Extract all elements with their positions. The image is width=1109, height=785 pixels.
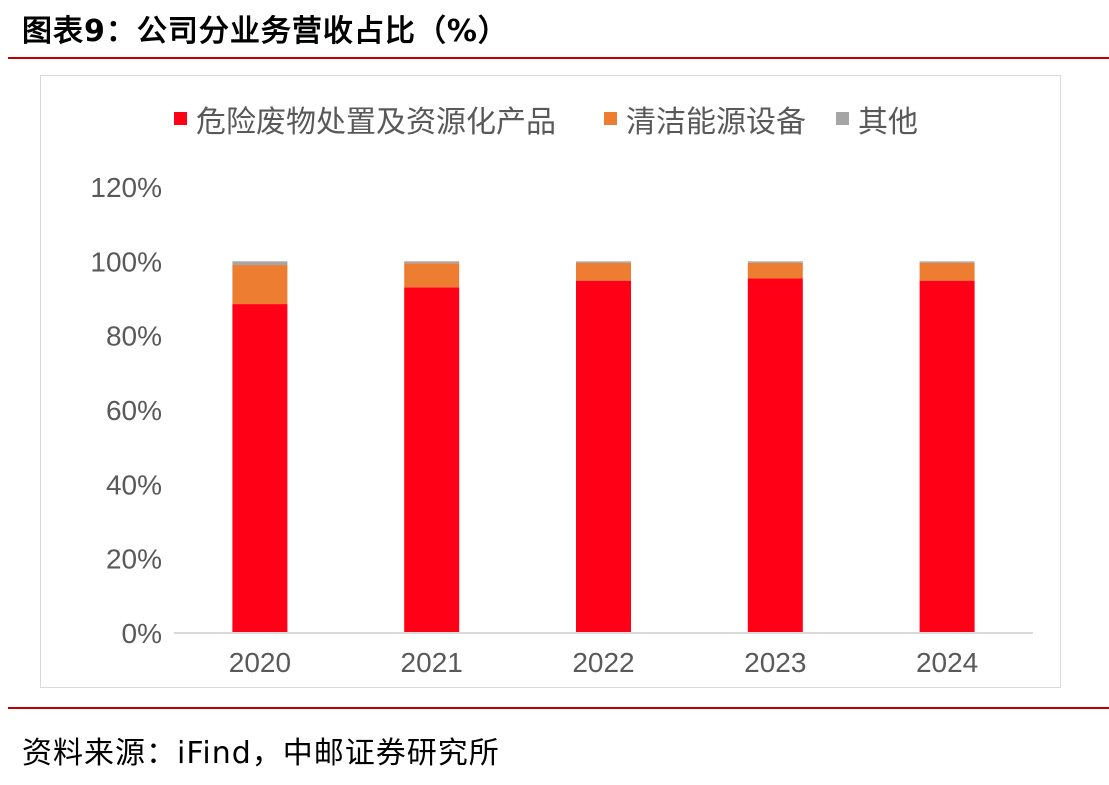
bar-segment-1 (232, 304, 288, 633)
bar-segment-3 (576, 261, 631, 263)
chart-frame: 0% 20% 40% 60% 80% 100% 120% 2020 2021 2022 2023 20… (40, 75, 1061, 688)
legend-label-3: 其他 (858, 106, 918, 139)
bar-segment-3 (232, 261, 288, 266)
bar-segment-2 (747, 262, 803, 279)
stacked-bar-chart: 0% 20% 40% 60% 80% 100% 120% 2020 2021 2022 2023 20… (90, 106, 1033, 678)
y-tick-label: 120% (90, 172, 162, 203)
y-tick-label: 40% (106, 469, 162, 500)
bar-segment-3 (747, 261, 803, 263)
y-tick-label: 20% (106, 544, 162, 575)
y-tick-label: 100% (90, 246, 162, 277)
legend-swatch-2 (604, 112, 617, 125)
x-tick-label: 2024 (916, 647, 978, 678)
y-tick-label: 0% (122, 618, 162, 649)
bar-segment-2 (576, 262, 631, 281)
bar-segment-1 (919, 280, 975, 633)
y-tick-label: 60% (106, 395, 162, 426)
legend-label-2: 清洁能源设备 (626, 106, 806, 139)
bar-segment-2 (919, 262, 975, 281)
source-note: 资料来源：iFind，中邮证券研究所 (22, 736, 500, 771)
bar-segment-2 (232, 265, 288, 305)
x-tick-label: 2023 (744, 647, 806, 678)
legend-label-1: 危险废物处置及资源化产品 (196, 106, 556, 139)
legend-swatch-1 (174, 112, 187, 125)
bar-segment-3 (404, 261, 460, 264)
title-rule (8, 57, 1109, 59)
x-tick-label: 2020 (229, 647, 291, 678)
legend-swatch-3 (836, 112, 849, 125)
x-tick-label: 2021 (401, 647, 463, 678)
bar-segment-3 (919, 261, 975, 263)
bar-segment-1 (404, 287, 460, 633)
bar-segment-2 (404, 263, 460, 288)
figure-title: 图表9：公司分业务营收占比（%） (22, 14, 509, 49)
source-rule (8, 707, 1109, 709)
y-tick-label: 80% (106, 321, 162, 352)
bar-segment-1 (576, 280, 631, 633)
bar-segment-1 (747, 278, 803, 633)
x-tick-label: 2022 (572, 647, 634, 678)
